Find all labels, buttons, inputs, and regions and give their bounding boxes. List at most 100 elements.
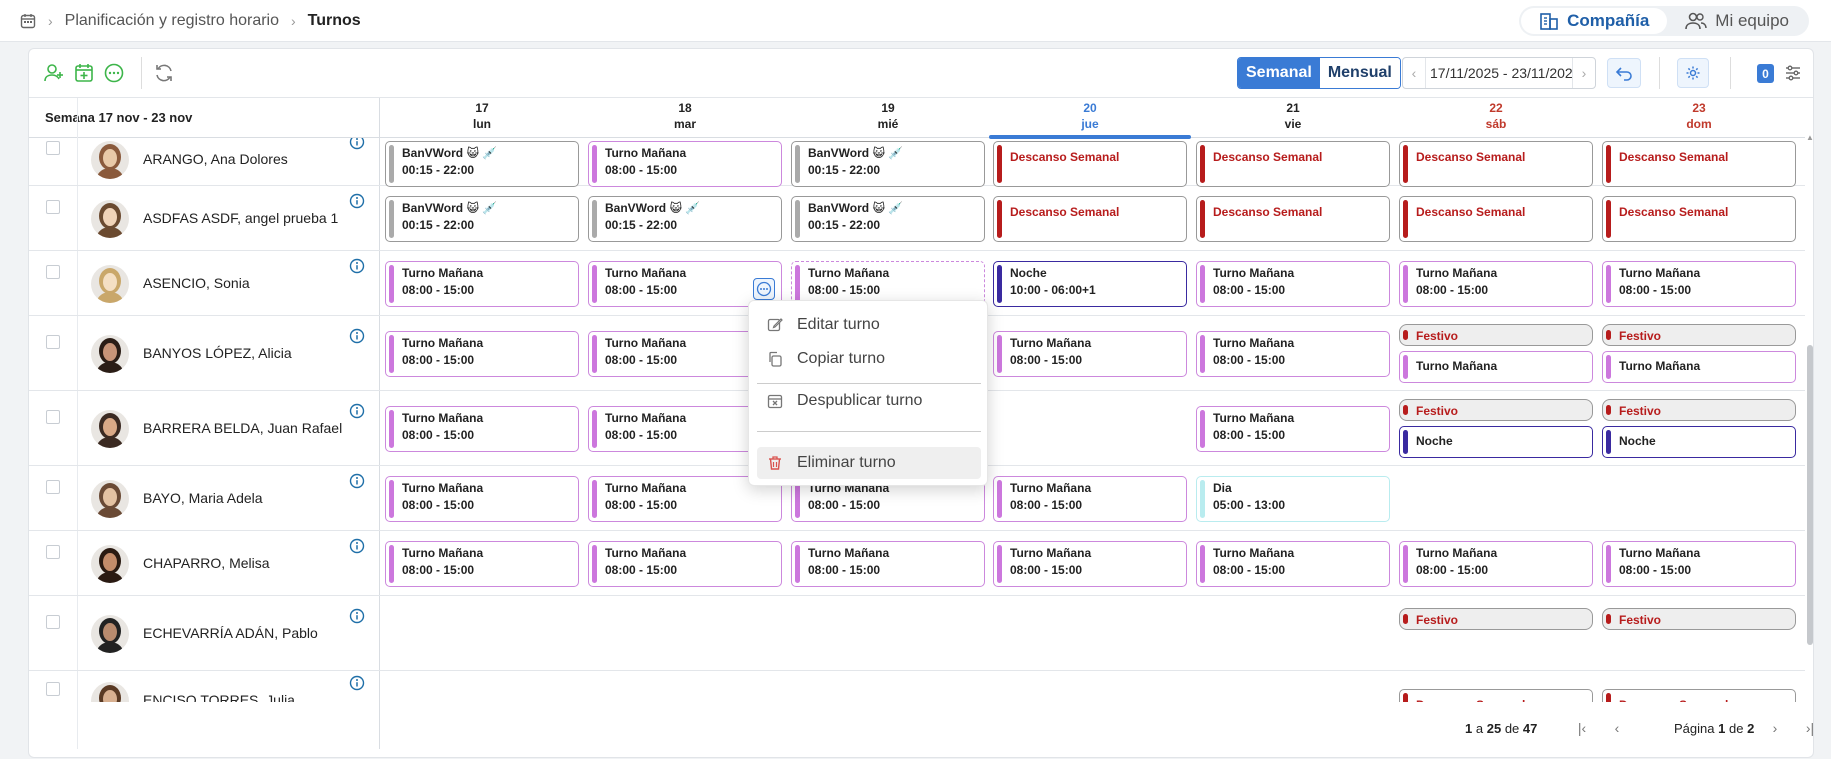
holiday-badge[interactable]: Festivo [1602,607,1796,630]
add-calendar-icon[interactable] [73,62,95,84]
shift-card[interactable]: Dia 05:00 - 13:00 [1196,475,1390,522]
shift-card[interactable]: Turno Mañana 08:00 - 15:00 [385,405,579,452]
holiday-badge[interactable]: Festivo [1602,399,1796,421]
shift-card[interactable]: BanVWord 😺 💉 00:15 - 22:00 [791,195,985,242]
info-icon[interactable] [349,473,365,489]
row-checkbox[interactable] [46,479,60,494]
shift-card[interactable]: Turno Mañana 08:00 - 15:00 [993,475,1187,522]
scroll-up-icon[interactable]: ▲ [1806,133,1814,142]
shift-card[interactable]: Descanso Semanal [993,141,1187,187]
shift-card[interactable]: Noche [1602,426,1796,458]
scroll-thumb[interactable] [1807,345,1813,645]
shift-card[interactable]: Turno Mañana 08:00 - 15:00 [1602,260,1796,307]
employee-name[interactable]: ENCISO TORRES, Julia [143,692,295,702]
shift-card[interactable]: Noche [1399,426,1593,458]
unpublish-shift-menu-item[interactable]: Despublicar turno [757,385,981,417]
add-user-icon[interactable] [43,62,65,84]
info-icon[interactable] [349,328,365,344]
undo-button[interactable] [1607,58,1641,88]
shift-card[interactable]: Turno Mañana 08:00 - 15:00 [1602,540,1796,587]
info-icon[interactable] [349,608,365,624]
more-options-icon[interactable] [103,62,125,84]
date-range-picker[interactable]: ‹ 17/11/2025 - 23/11/2025 › [1402,57,1596,89]
date-range-text[interactable]: 17/11/2025 - 23/11/2025 [1425,58,1573,88]
refresh-icon[interactable] [153,62,175,84]
shift-card[interactable]: Turno Mañana 08:00 - 15:00 [1196,405,1390,452]
holiday-badge[interactable]: Festivo [1399,607,1593,630]
shift-card[interactable]: Turno Mañana 08:00 - 15:00 [385,540,579,587]
first-page-icon[interactable]: |‹ [1577,720,1587,736]
row-checkbox[interactable] [46,409,60,424]
shift-card[interactable]: BanVWord 😺 💉 00:15 - 22:00 [791,141,985,187]
breadcrumb-planning[interactable]: Planificación y registro horario [64,11,279,29]
holiday-badge[interactable]: Festivo [1602,324,1796,346]
row-checkbox[interactable] [46,334,60,349]
info-icon[interactable] [349,138,365,150]
settings-button[interactable] [1677,58,1709,88]
shift-card[interactable]: Turno Mañana 08:00 - 15:00 [1399,260,1593,307]
last-page-icon[interactable]: ›| [1805,720,1815,736]
employee-name[interactable]: BARRERA BELDA, Juan Rafael [143,419,343,436]
next-page-icon[interactable]: › [1772,720,1778,736]
info-icon[interactable] [349,675,365,691]
shift-card[interactable]: Turno Mañana 08:00 - 15:00 [791,260,985,307]
shift-card[interactable]: Turno Mañana [1399,351,1593,383]
employee-name[interactable]: BANYOS LÓPEZ, Alicia [143,344,292,361]
shift-card[interactable]: Turno Mañana 08:00 - 15:00 [1196,260,1390,307]
filter-sliders-icon[interactable] [1785,65,1801,81]
shift-card[interactable]: Descanso Semanal [993,195,1187,242]
shift-card[interactable]: Descanso Semanal [1399,195,1593,242]
monthly-view-button[interactable]: Mensual [1319,58,1400,88]
shift-card[interactable]: Descanso Semanal [1602,141,1796,187]
shift-card[interactable]: Descanso Semanal [1399,689,1593,702]
employee-name[interactable]: ASDFAS ASDF, angel prueba 1 [143,209,339,226]
info-icon[interactable] [349,193,365,209]
delete-shift-menu-item[interactable]: Eliminar turno [757,447,981,479]
shift-card[interactable]: Turno Mañana 08:00 - 15:00 [385,475,579,522]
employee-name[interactable]: BAYO, Maria Adela [143,489,263,506]
employee-name[interactable]: ECHEVARRÍA ADÁN, Pablo [143,624,318,641]
company-scope-button[interactable]: Compañía [1521,8,1668,34]
shift-card[interactable]: Descanso Semanal [1196,195,1390,242]
employee-name[interactable]: ARANGO, Ana Dolores [143,150,288,167]
holiday-badge[interactable]: Festivo [1399,399,1593,421]
filter-count-badge[interactable]: 0 [1757,64,1774,83]
shift-card[interactable]: Turno Mañana 08:00 - 15:00 [993,330,1187,377]
info-icon[interactable] [349,258,365,274]
shift-card[interactable]: Turno Mañana 08:00 - 15:00 [588,540,782,587]
shift-card[interactable]: BanVWord 😺 💉 00:15 - 22:00 [588,195,782,242]
shift-card[interactable]: Turno Mañana 08:00 - 15:00 [993,540,1187,587]
shift-card[interactable]: Turno Mañana 08:00 - 15:00 [791,540,985,587]
shift-card[interactable]: Descanso Semanal [1602,195,1796,242]
shift-more-button[interactable] [753,277,775,300]
shift-card[interactable]: Turno Mañana 08:00 - 15:00 [385,260,579,307]
shift-card[interactable]: BanVWord 😺 💉 00:15 - 22:00 [385,141,579,187]
employee-name[interactable]: ASENCIO, Sonia [143,274,250,291]
shift-card[interactable]: Turno Mañana 08:00 - 15:00 [588,141,782,187]
edit-shift-menu-item[interactable]: Editar turno [757,309,981,341]
row-checkbox[interactable] [46,544,60,559]
employee-name[interactable]: CHAPARRO, Melisa [143,554,270,571]
shift-card[interactable]: Descanso Semanal [1602,689,1796,702]
shift-card[interactable]: BanVWord 😺 💉 00:15 - 22:00 [385,195,579,242]
info-icon[interactable] [349,538,365,554]
shift-card[interactable]: Turno Mañana 08:00 - 15:00 [1196,330,1390,377]
shift-card[interactable]: Turno Mañana 08:00 - 15:00 [588,260,782,307]
row-checkbox[interactable] [46,264,60,279]
prev-week-icon[interactable]: ‹ [1411,65,1417,81]
row-checkbox[interactable] [46,614,60,629]
prev-page-icon[interactable]: ‹ [1614,720,1620,736]
shift-card[interactable]: Descanso Semanal [1399,141,1593,187]
weekly-view-button[interactable]: Semanal [1238,58,1320,88]
shift-card[interactable]: Turno Mañana 08:00 - 15:00 [1196,540,1390,587]
next-week-icon[interactable]: › [1581,65,1587,81]
shift-card[interactable]: Turno Mañana 08:00 - 15:00 [1399,540,1593,587]
row-checkbox[interactable] [46,682,60,696]
holiday-badge[interactable]: Festivo [1399,324,1593,346]
shift-card[interactable]: Turno Mañana 08:00 - 15:00 [385,330,579,377]
shift-card[interactable]: Noche 10:00 - 06:00+1 [993,260,1187,307]
row-checkbox[interactable] [46,140,60,155]
shift-card[interactable]: Turno Mañana 08:00 - 15:00 [588,330,782,377]
shift-card[interactable]: Descanso Semanal [1196,141,1390,187]
copy-shift-menu-item[interactable]: Copiar turno [757,343,981,375]
